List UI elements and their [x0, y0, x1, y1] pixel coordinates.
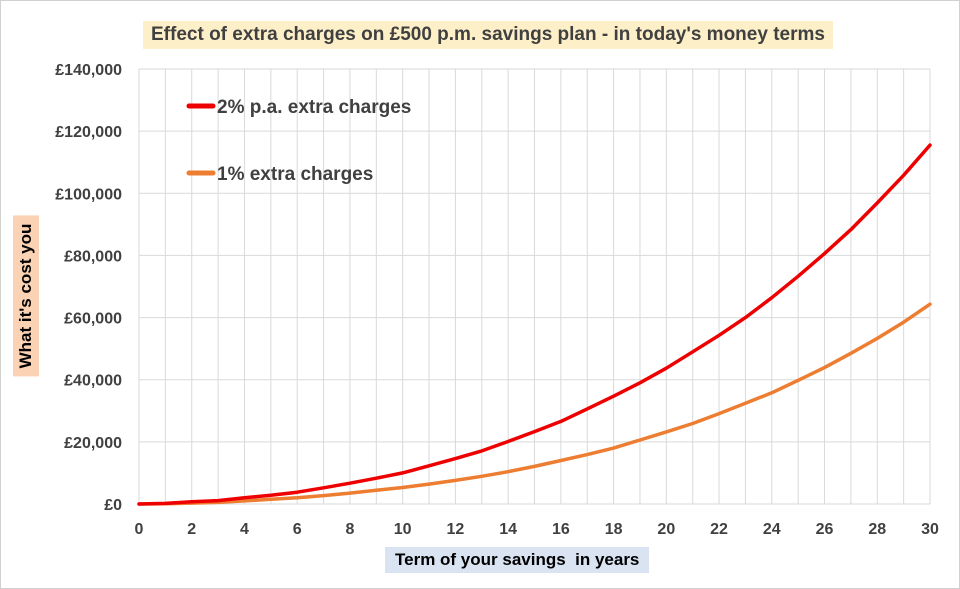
- x-axis-ticks: 0 2 4 6 8 10 12 14 16 18 20 22 24 26 28 30: [135, 521, 939, 538]
- y-axis-label: What it's cost you: [13, 215, 39, 377]
- chart-title: Effect of extra charges on £500 p.m. sav…: [143, 21, 833, 49]
- x-tick-label: 30: [921, 521, 939, 538]
- legend-label: 2% p.a. extra charges: [217, 97, 411, 118]
- x-tick-label: 2: [187, 521, 196, 538]
- legend: 2% p.a. extra charges 1% extra charges: [186, 97, 411, 185]
- x-axis-label: Term of your savings in years: [385, 547, 650, 573]
- y-tick-label: £0: [104, 497, 122, 514]
- x-tick-label: 8: [345, 521, 354, 538]
- x-tick-label: 20: [657, 521, 675, 538]
- y-axis-ticks: £0 £20,000 £40,000 £60,000 £80,000 £100,000 £1…: [55, 62, 122, 514]
- y-tick-label: £100,000: [55, 186, 122, 203]
- y-tick-label: £120,000: [55, 124, 122, 141]
- y-tick-label: £140,000: [55, 62, 122, 79]
- x-tick-label: 10: [394, 521, 412, 538]
- x-tick-label: 28: [868, 521, 886, 538]
- x-tick-label: 16: [552, 521, 570, 538]
- x-tick-label: 22: [710, 521, 728, 538]
- x-tick-label: 6: [293, 521, 302, 538]
- y-tick-label: £40,000: [64, 373, 122, 390]
- y-tick-label: £60,000: [64, 311, 122, 328]
- series-lines: [137, 143, 932, 506]
- y-tick-label: £80,000: [64, 248, 122, 265]
- x-tick-label: 24: [763, 521, 781, 538]
- x-tick-label: 14: [499, 521, 517, 538]
- y-tick-label: £20,000: [64, 435, 122, 452]
- x-tick-label: 18: [605, 521, 623, 538]
- x-tick-label: 26: [816, 521, 834, 538]
- legend-label: 1% extra charges: [217, 164, 373, 185]
- x-tick-label: 12: [447, 521, 465, 538]
- series-line-2: [137, 302, 932, 506]
- gridlines: [138, 68, 931, 505]
- x-tick-label: 4: [240, 521, 249, 538]
- series-line-1: [137, 143, 932, 506]
- x-tick-label: 0: [135, 521, 144, 538]
